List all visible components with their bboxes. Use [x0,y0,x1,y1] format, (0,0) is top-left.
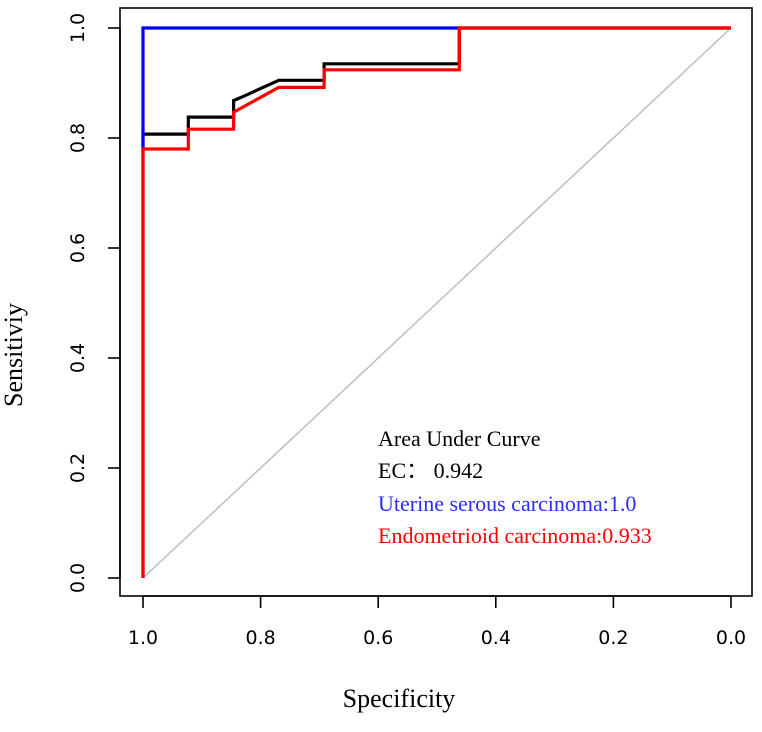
x-tick-label: 0.0 [716,627,746,649]
y-tick-label: 1.0 [67,13,89,43]
legend-entry-uterine-serous: Uterine serous carcinoma:1.0 [378,491,636,516]
x-axis-title: Specificity [343,684,456,713]
x-tick-label: 0.8 [245,627,275,649]
roc-curve-uterine-serous [141,26,460,149]
legend-title: Area Under Curve [378,426,541,451]
x-tick-label: 1.0 [128,627,158,649]
legend-entry-endometrioid: Endometrioid carcinoma:0.933 [378,523,652,548]
y-tick-label: 0.4 [67,343,89,373]
x-tick-label: 0.6 [363,627,393,649]
legend: Area Under Curve EC： 0.942 Uterine serou… [378,426,652,548]
y-tick-label: 0.6 [67,233,89,263]
y-tick-label: 0.0 [67,563,89,593]
roc-curve-endometrioid [141,26,731,578]
legend-entry-ec: EC： 0.942 [378,458,483,483]
y-tick-label: 0.8 [67,123,89,153]
reference-diagonal-line [142,27,732,579]
x-tick-label: 0.2 [598,627,628,649]
x-tick-label: 0.4 [481,627,511,649]
y-tick-label: 0.2 [67,453,89,483]
y-axis-title: Sensitiviy [0,303,28,407]
